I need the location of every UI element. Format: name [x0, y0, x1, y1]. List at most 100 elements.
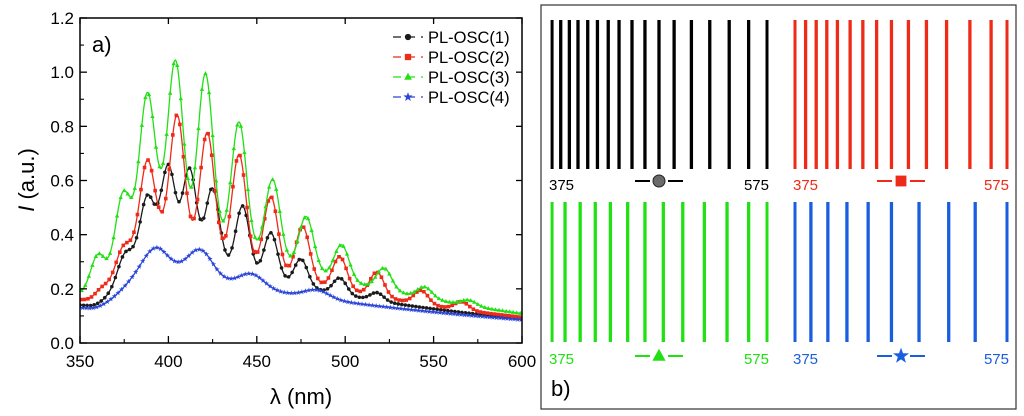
data-point	[411, 293, 416, 298]
data-point	[90, 305, 96, 311]
x-tick-label: 600	[508, 352, 536, 371]
data-point	[447, 310, 454, 316]
data-point	[159, 188, 164, 193]
data-point	[472, 299, 477, 304]
data-point	[354, 288, 359, 293]
data-point	[102, 295, 107, 300]
x-tick-label: 500	[331, 352, 359, 371]
data-point	[424, 306, 429, 310]
data-point	[304, 265, 309, 270]
data-point	[405, 306, 411, 312]
data-point	[203, 251, 210, 257]
data-point	[510, 314, 515, 319]
data-point	[217, 270, 224, 276]
data-point	[343, 281, 348, 286]
data-point	[518, 310, 522, 315]
data-point	[440, 297, 445, 302]
data-point	[104, 298, 111, 305]
data-point	[259, 237, 264, 242]
data-point	[514, 314, 518, 319]
data-point	[231, 184, 235, 189]
data-point	[142, 165, 147, 170]
data-point	[80, 288, 84, 293]
data-point	[139, 187, 143, 192]
data-point	[127, 247, 132, 252]
data-point	[503, 313, 508, 318]
data-point	[233, 229, 238, 234]
data-point	[118, 286, 125, 292]
data-point	[248, 234, 253, 239]
data-point	[400, 298, 405, 303]
data-point	[359, 301, 365, 307]
data-point	[246, 270, 252, 276]
pattern-blue: 375 575	[793, 202, 1009, 368]
data-point	[316, 257, 321, 262]
data-point	[175, 259, 181, 265]
data-point	[234, 159, 239, 163]
data-point	[196, 126, 201, 131]
data-point	[312, 267, 317, 271]
data-point	[227, 214, 232, 219]
data-point	[254, 261, 259, 265]
data-point	[262, 248, 266, 252]
data-point	[338, 297, 344, 303]
data-point	[362, 282, 367, 287]
legend-marker	[404, 33, 412, 41]
data-point	[426, 308, 432, 314]
data-point	[394, 284, 399, 289]
data-point	[192, 165, 198, 170]
legend-label: PL-OSC(1)	[428, 29, 510, 47]
data-point	[419, 308, 425, 314]
x-tick-label: 450	[243, 352, 271, 371]
data-point	[323, 290, 330, 296]
data-point	[348, 299, 355, 305]
data-point	[270, 285, 277, 291]
data-point	[255, 250, 260, 254]
panel-b-frame	[540, 4, 1017, 410]
data-point	[125, 191, 130, 196]
pattern-layer: 375 575 375 575 375 575 375 575	[549, 20, 1009, 368]
data-point	[295, 238, 300, 243]
data-point	[107, 277, 111, 282]
data-point	[149, 168, 154, 173]
data-point	[493, 314, 500, 321]
data-point	[407, 296, 412, 301]
data-point	[387, 271, 392, 276]
data-point	[104, 256, 109, 261]
data-point	[305, 216, 311, 221]
data-point	[82, 297, 87, 302]
data-point	[411, 289, 417, 294]
data-point	[157, 246, 164, 252]
data-point	[490, 314, 496, 320]
data-point	[274, 186, 279, 191]
data-point	[266, 184, 272, 189]
data-point	[266, 199, 271, 203]
data-point	[383, 283, 387, 287]
data-point	[83, 305, 89, 311]
data-point	[514, 316, 521, 322]
data-point	[431, 307, 436, 311]
data-point	[138, 220, 142, 224]
data-point	[249, 218, 254, 223]
data-point	[482, 310, 486, 315]
data-point	[291, 254, 295, 259]
data-point	[385, 298, 390, 302]
data-point	[306, 287, 312, 293]
data-point	[407, 303, 411, 308]
data-point	[382, 295, 386, 299]
data-point	[124, 249, 128, 254]
data-point	[444, 310, 450, 316]
data-point	[308, 274, 312, 279]
data-point	[86, 273, 92, 278]
data-point	[118, 195, 123, 200]
data-point	[175, 62, 180, 67]
data-point	[436, 303, 440, 308]
data-point	[167, 90, 173, 95]
data-point	[230, 246, 234, 250]
data-point	[341, 243, 346, 248]
data-point	[375, 290, 379, 295]
x-axis-label: λ (nm)	[270, 384, 332, 409]
data-point	[352, 300, 358, 306]
data-point	[239, 272, 245, 278]
